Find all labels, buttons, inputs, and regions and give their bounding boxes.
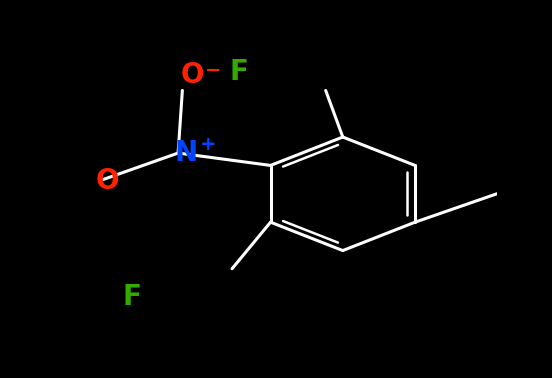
Text: N: N: [174, 139, 198, 167]
Text: F: F: [230, 57, 248, 85]
Text: F: F: [123, 283, 141, 311]
Text: −: −: [205, 61, 221, 80]
Text: +: +: [199, 135, 216, 154]
Text: O: O: [95, 167, 119, 195]
Text: O: O: [180, 61, 204, 89]
